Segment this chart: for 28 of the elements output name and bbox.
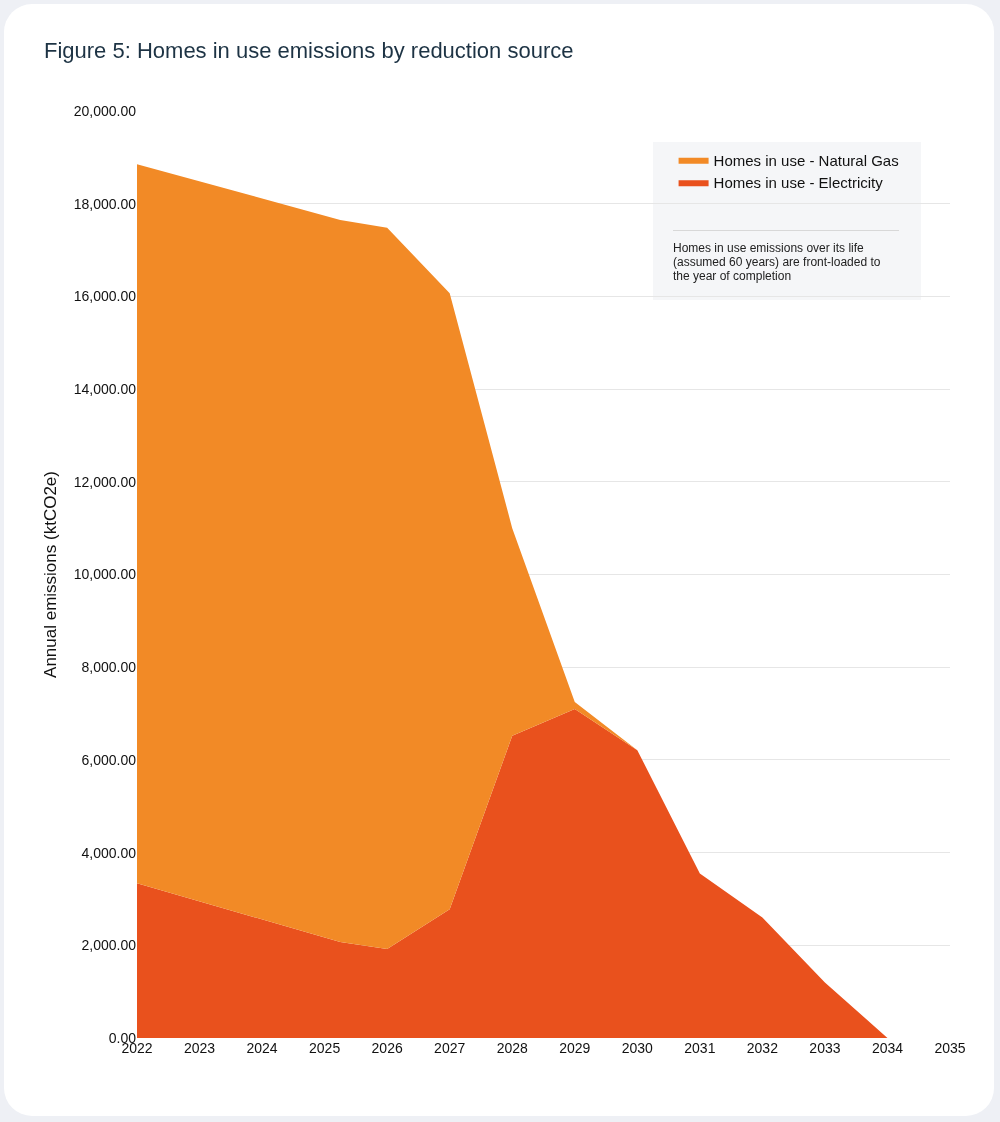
y-tick-label: 2,000.00 — [81, 937, 137, 954]
x-tick-label: 2033 — [809, 1040, 841, 1056]
x-tick-label: 2027 — [434, 1040, 466, 1056]
x-tick-label: 2032 — [746, 1040, 779, 1056]
x-tick-label: 2026 — [371, 1040, 403, 1056]
y-tick-label: 8,000.00 — [81, 659, 137, 676]
x-tick-label: 2025 — [309, 1040, 341, 1056]
chart-title: Figure 5: Homes in use emissions by reduction source — [44, 38, 574, 64]
y-tick-label: 20,000.00 — [73, 102, 137, 119]
x-tick-label: 2034 — [871, 1040, 904, 1056]
x-tick-label: 2028 — [496, 1040, 529, 1056]
x-tick-label: 2030 — [621, 1040, 654, 1056]
y-tick-label: 6,000.00 — [81, 751, 137, 768]
x-tick-label: 2029 — [559, 1040, 591, 1056]
y-tick-label: 14,000.00 — [73, 381, 137, 397]
y-tick-label: 4,000.00 — [81, 844, 137, 861]
x-tick-label: 2023 — [183, 1040, 216, 1056]
y-axis-title: Annual emissions (ktCO2e) — [41, 471, 61, 678]
annotation: Homes in use emissions over its life (assumed 60 years) are front-loaded to the year of completion — [673, 230, 899, 283]
y-tick-label: 12,000.00 — [73, 473, 137, 490]
x-tick-label: 2031 — [684, 1040, 716, 1056]
legend-label: Homes in use - Electricity — [713, 174, 884, 192]
legend-label: Homes in use - Natural Gas — [713, 151, 899, 169]
x-tick-label: 2024 — [246, 1040, 278, 1056]
x-tick-label: 2035 — [934, 1040, 966, 1056]
y-tick-label: 18,000.00 — [73, 195, 137, 212]
y-tick-label: 16,000.00 — [73, 288, 137, 305]
y-tick-label: 10,000.00 — [73, 566, 137, 583]
